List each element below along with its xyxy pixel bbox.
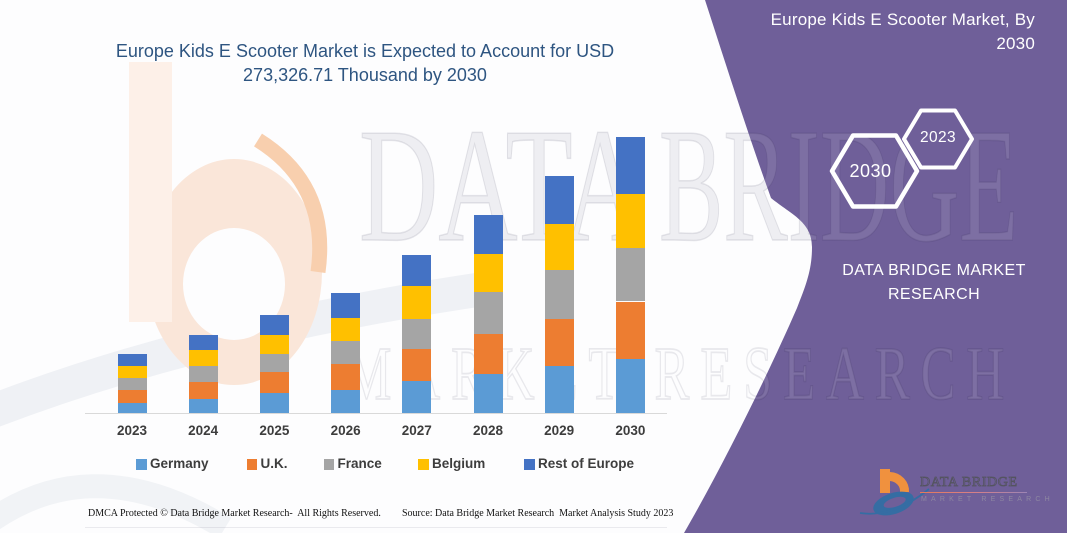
bar-segment-2027-germany (402, 381, 432, 413)
logo-swoosh-tail (859, 488, 930, 515)
dbmr-logo-icon (859, 469, 930, 516)
bar-segment-2024-france (188, 365, 218, 383)
bar-segment-2029-france (544, 270, 574, 320)
peach-b-stem (129, 62, 172, 322)
x-axis-label-2023: 2023 (116, 423, 148, 438)
panel-brand-text: DATA BRIDGE MARKET RESEARCH (809, 259, 1059, 307)
legend-label: Rest of Europe (538, 456, 635, 471)
bar-segment-2024-u-k- (188, 382, 218, 399)
bar-segment-2028-u-k- (473, 334, 503, 374)
bar-segment-2025-germany (259, 393, 289, 413)
legend-label: France (337, 456, 382, 471)
hexagon-2023-shape (902, 108, 974, 170)
bar-segment-2024-rest-of-europe (188, 335, 218, 351)
bar-segment-2030-germany (615, 358, 645, 413)
bar-segment-2023-u-k- (117, 389, 147, 403)
x-axis-label-2028: 2028 (472, 423, 504, 438)
dbmr-logo-sub: MARKET RESEARCH (921, 496, 1054, 503)
panel-brand-line2: RESEARCH (887, 286, 981, 303)
legend-swatch (418, 459, 429, 470)
bar-segment-2029-belgium (544, 223, 574, 271)
bar-segment-2030-belgium (615, 194, 645, 248)
bar-segment-2030-rest-of-europe (615, 136, 645, 195)
x-axis-label-2027: 2027 (401, 423, 432, 438)
bar-segment-2029-u-k- (544, 319, 574, 366)
dbmr-logo-underline (920, 491, 1027, 494)
bar-segment-2023-rest-of-europe (117, 354, 147, 367)
bar-segment-2023-france (117, 378, 147, 390)
logo-b-bowl (890, 472, 910, 492)
x-axis-label-2026: 2026 (330, 423, 361, 438)
legend-label: U.K. (260, 456, 288, 471)
bar-segment-2030-u-k- (615, 301, 645, 359)
bar-segment-2025-france (259, 354, 289, 372)
bar-segment-2028-rest-of-europe (473, 214, 503, 255)
logo-b-stem (880, 469, 890, 493)
bar-segment-2027-u-k- (402, 349, 432, 382)
bar-segment-2029-rest-of-europe (544, 175, 574, 224)
legend-swatch (323, 459, 334, 470)
bar-segment-2026-u-k- (331, 363, 361, 391)
bar-segment-2028-belgium (473, 254, 503, 293)
legend-label: Germany (150, 456, 209, 471)
panel-title-line2: 2030 (996, 34, 1035, 53)
legend-swatch (524, 459, 535, 470)
legend-label: Belgium (432, 456, 486, 471)
bar-segment-2026-france (331, 341, 361, 364)
peach-arc (253, 133, 328, 274)
bar-segment-2025-belgium (259, 334, 289, 355)
bar-segment-2026-belgium (331, 318, 361, 342)
legend-swatch (246, 459, 257, 470)
logo-b-icon (859, 469, 930, 516)
bar-segment-2024-germany (188, 398, 218, 413)
panel-title-line1: Europe Kids E Scooter Market, By (770, 10, 1035, 29)
bar-segment-2023-germany (117, 402, 147, 413)
x-axis-label-2024: 2024 (188, 423, 219, 438)
hexagon-2030-label: 2030 (849, 161, 892, 181)
panel-brand-line1: DATA BRIDGE MARKET (842, 262, 1026, 279)
logo-d-swoosh-hole (883, 496, 906, 508)
legend-swatch (136, 459, 147, 470)
logo-d-swoosh-group (873, 491, 914, 516)
peach-b-bowl-hole (183, 228, 285, 340)
x-axis-label-2029: 2029 (544, 423, 575, 438)
x-axis-line (85, 413, 667, 414)
hexagon-2023-label: 2023 (919, 129, 957, 146)
footer-source: Source: Data Bridge Market Research Mark… (402, 508, 674, 519)
hexagon-2030-shape (829, 133, 920, 209)
bar-segment-2028-france (473, 292, 503, 335)
bar-segment-2026-rest-of-europe (331, 292, 361, 319)
bar-segment-2027-france (402, 319, 432, 350)
footer-dmca: DMCA Protected © Data Bridge Market Rese… (88, 508, 381, 519)
panel-title: Europe Kids E Scooter Market, By 2030 (735, 8, 1035, 56)
chart-title: Europe Kids E Scooter Market is Expected… (85, 39, 645, 87)
bar-segment-2026-germany (331, 390, 361, 413)
dbmr-logo-name: DATA BRIDGE (920, 475, 1018, 491)
bar-segment-2025-u-k- (259, 371, 289, 394)
bar-segment-2029-germany (544, 365, 574, 413)
chart-title-line2: 273,326.71 Thousand by 2030 (243, 65, 487, 85)
gray-swirl (0, 474, 232, 533)
footer-rule (85, 527, 667, 528)
chart-title-line1: Europe Kids E Scooter Market is Expected… (115, 41, 615, 61)
bar-segment-2028-germany (473, 373, 503, 413)
bar-segment-2027-rest-of-europe (402, 255, 432, 286)
hexagons (829, 108, 974, 209)
bar-segment-2023-belgium (117, 366, 147, 379)
bar-segment-2030-france (615, 247, 645, 302)
purple-swoosh-shape (684, 0, 1067, 533)
bar-segment-2025-rest-of-europe (259, 315, 289, 335)
x-axis-label-2030: 2030 (615, 423, 646, 438)
bar-segment-2024-belgium (188, 350, 218, 366)
bar-segment-2027-belgium (402, 285, 432, 320)
x-axis-label-2025: 2025 (259, 423, 290, 438)
